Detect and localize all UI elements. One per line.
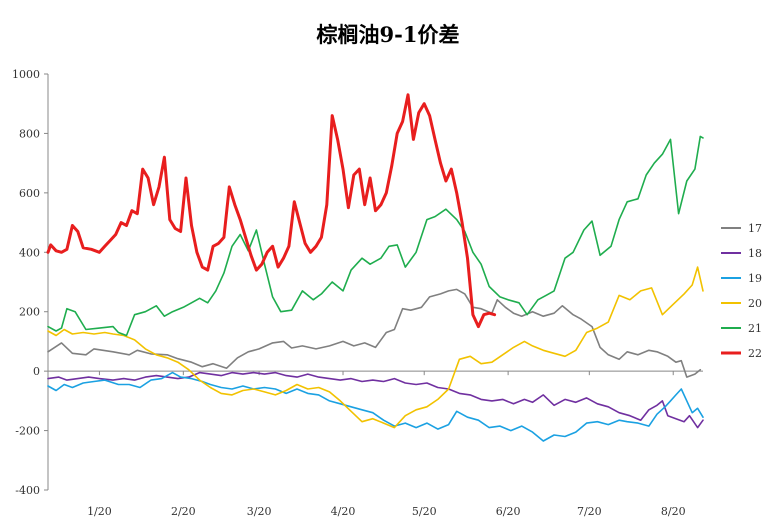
y-tick-label: -400 [15,484,40,497]
legend-label-18: 18 [748,247,762,260]
x-tick-label: 5/20 [412,505,437,518]
series-line-18 [47,371,704,429]
x-tick-label: 8/20 [661,505,686,518]
series-line-17 [47,288,702,378]
legend-label-19: 19 [748,272,762,285]
x-tick-label: 6/20 [496,505,521,518]
x-tick-label: 4/20 [331,505,356,518]
y-tick-label: -200 [15,425,40,438]
legend: 17 18 19 20 21 22 [721,222,762,360]
y-tick-label: 0 [33,365,40,378]
y-tick-label: 800 [19,127,40,140]
x-tick-label: 7/20 [577,505,602,518]
y-tick-label: 200 [19,306,40,319]
y-tick-label: 400 [19,246,40,259]
x-tick-label: 3/20 [247,505,272,518]
series-layer [46,93,704,442]
x-tick-label: 1/20 [87,505,112,518]
x-tick-label: 2/20 [171,505,196,518]
legend-label-21: 21 [748,322,762,335]
y-tick-label: 600 [19,187,40,200]
y-tick-label: 1000 [12,68,40,81]
series-line-20 [47,266,704,429]
series-line-19 [47,371,704,442]
axes: -400 -200 0 200 400 600 800 1000 1/20 2/20 3/20 4/2… [12,68,703,518]
series-line-21 [47,135,704,337]
series-line-22 [46,93,497,329]
legend-label-17: 17 [748,222,762,235]
legend-label-20: 20 [748,297,762,310]
legend-label-22: 22 [748,347,762,360]
chart-title: 棕榈油9-1价差 [317,22,460,47]
